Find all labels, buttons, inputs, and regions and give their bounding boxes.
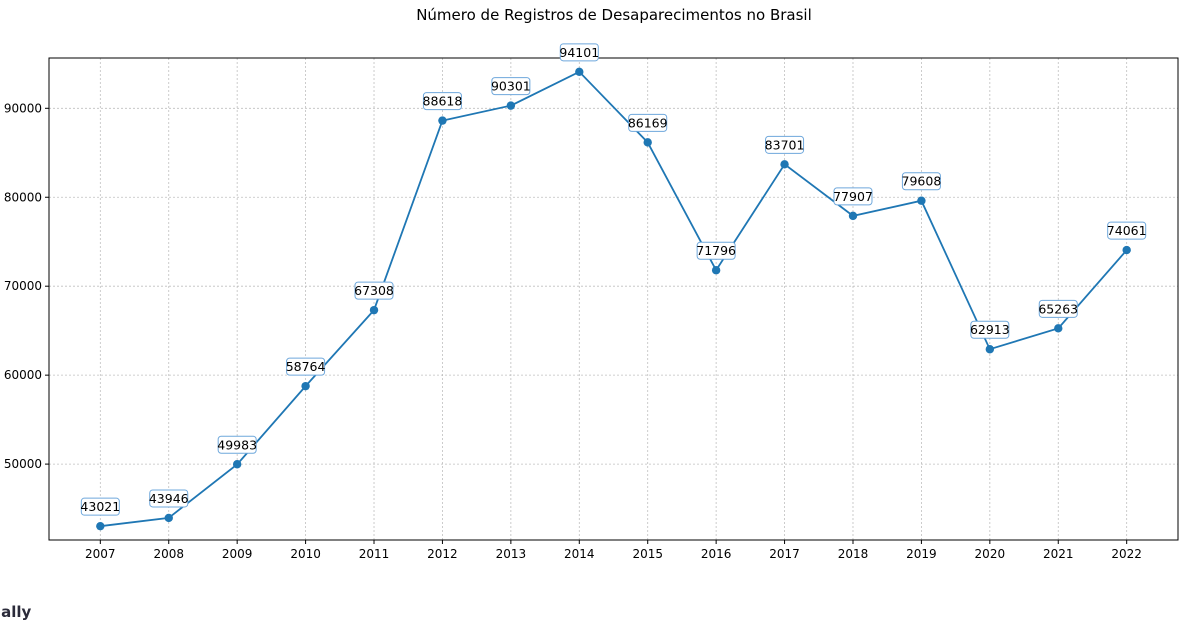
x-tick-label: 2016 — [701, 547, 732, 561]
x-tick-label: 2012 — [427, 547, 458, 561]
y-tick-label: 80000 — [4, 190, 42, 204]
x-tick-label: 2007 — [85, 547, 116, 561]
data-label: 49983 — [217, 435, 257, 454]
x-tick-label: 2021 — [1043, 547, 1074, 561]
data-label-box — [833, 187, 873, 206]
x-axis: 2007 2008 2009 2010 2011 2012 2013 2014 2015 2016… — [85, 540, 1142, 561]
data-label-box — [217, 435, 257, 454]
data-label-text: 67308 — [354, 283, 394, 298]
grid-layer — [49, 58, 1178, 540]
data-point — [917, 196, 926, 205]
data-label-text: 88618 — [423, 94, 463, 109]
data-point — [643, 138, 652, 147]
x-tick-label: 2011 — [359, 547, 390, 561]
x-tick-label: 2008 — [153, 547, 184, 561]
x-tick-label: 2020 — [975, 547, 1006, 561]
data-label-text: 83701 — [765, 137, 805, 152]
data-label-text: 43946 — [149, 491, 189, 506]
data-label-text: 62913 — [970, 322, 1010, 337]
data-label: 71796 — [696, 241, 736, 260]
data-point — [96, 521, 105, 531]
x-tick-label: 2013 — [496, 547, 527, 561]
data-point — [301, 381, 310, 391]
data-label-box — [559, 43, 599, 62]
data-label-text: 77907 — [833, 189, 873, 204]
y-tick-label: 60000 — [4, 368, 42, 382]
data-label: 62913 — [970, 320, 1010, 339]
data-point — [1054, 324, 1063, 333]
data-label-box — [286, 357, 326, 376]
data-label: 83701 — [765, 135, 805, 154]
data-label: 77907 — [833, 187, 873, 206]
data-label-text: 65263 — [1038, 301, 1078, 316]
data-label: 43946 — [149, 489, 189, 508]
data-label: 86169 — [628, 113, 668, 132]
data-point — [575, 67, 584, 77]
x-tick-label: 2015 — [632, 547, 663, 561]
x-tick-label: 2009 — [222, 547, 253, 561]
data-label-box — [1038, 299, 1078, 318]
data-label-box — [628, 113, 668, 132]
cut-off-text: ially — [0, 603, 32, 621]
data-label-box — [1107, 221, 1147, 240]
x-tick-label: 2018 — [838, 547, 869, 561]
x-tick-label: 2019 — [906, 547, 937, 561]
data-label-layer: 43021 43946 49983 58764 67308 88618 90301 94101… — [80, 43, 1147, 516]
data-label-box — [149, 489, 189, 508]
data-label-text: 86169 — [628, 115, 668, 130]
data-point — [848, 211, 858, 221]
data-label-box — [765, 135, 805, 154]
data-point — [985, 345, 995, 354]
data-point — [711, 266, 721, 275]
x-tick-label: 2010 — [290, 547, 321, 561]
data-point — [780, 160, 789, 169]
x-tick-label: 2017 — [769, 547, 800, 561]
data-label-text: 79608 — [902, 174, 942, 189]
data-point — [506, 101, 516, 110]
data-label-box — [696, 241, 736, 260]
data-label: 58764 — [286, 357, 326, 376]
data-label: 90301 — [491, 77, 531, 96]
data-label: 79608 — [901, 172, 942, 191]
data-point — [164, 513, 173, 523]
data-label-text: 71796 — [696, 243, 736, 258]
y-tick-label: 70000 — [4, 279, 42, 293]
data-label: 65263 — [1038, 299, 1078, 318]
x-tick-label: 2014 — [564, 547, 595, 561]
data-label-box — [354, 281, 394, 300]
data-label-box — [80, 497, 120, 516]
data-label-text: 49983 — [217, 437, 257, 452]
data-label: 67308 — [354, 281, 394, 300]
data-point — [369, 305, 379, 315]
series-layer — [96, 67, 1131, 531]
data-label-box — [491, 77, 531, 96]
data-label-text: 74061 — [1107, 223, 1147, 238]
y-axis: 50000 60000 70000 80000 90000 — [4, 101, 49, 471]
x-tick-label: 2022 — [1111, 547, 1142, 561]
chart-title: Número de Registros de Desaparecimentos … — [416, 6, 812, 24]
data-point — [1122, 245, 1131, 255]
data-label-box — [422, 92, 462, 111]
data-label: 74061 — [1107, 221, 1147, 240]
plot-area-frame — [48, 57, 1179, 541]
series-line — [100, 70, 1128, 528]
data-point — [232, 460, 242, 469]
data-label-box — [970, 320, 1010, 339]
data-point — [438, 116, 447, 125]
data-label: 88618 — [422, 92, 463, 111]
data-label-text: 58764 — [286, 359, 326, 374]
data-label-box — [901, 172, 941, 191]
data-label-text: 90301 — [491, 79, 531, 94]
y-tick-label: 90000 — [4, 101, 42, 115]
data-label-text: 94101 — [559, 45, 599, 60]
y-tick-label: 50000 — [4, 457, 42, 471]
data-label: 94101 — [559, 43, 599, 62]
data-label-text: 43021 — [80, 499, 120, 514]
data-label: 43021 — [80, 497, 120, 516]
